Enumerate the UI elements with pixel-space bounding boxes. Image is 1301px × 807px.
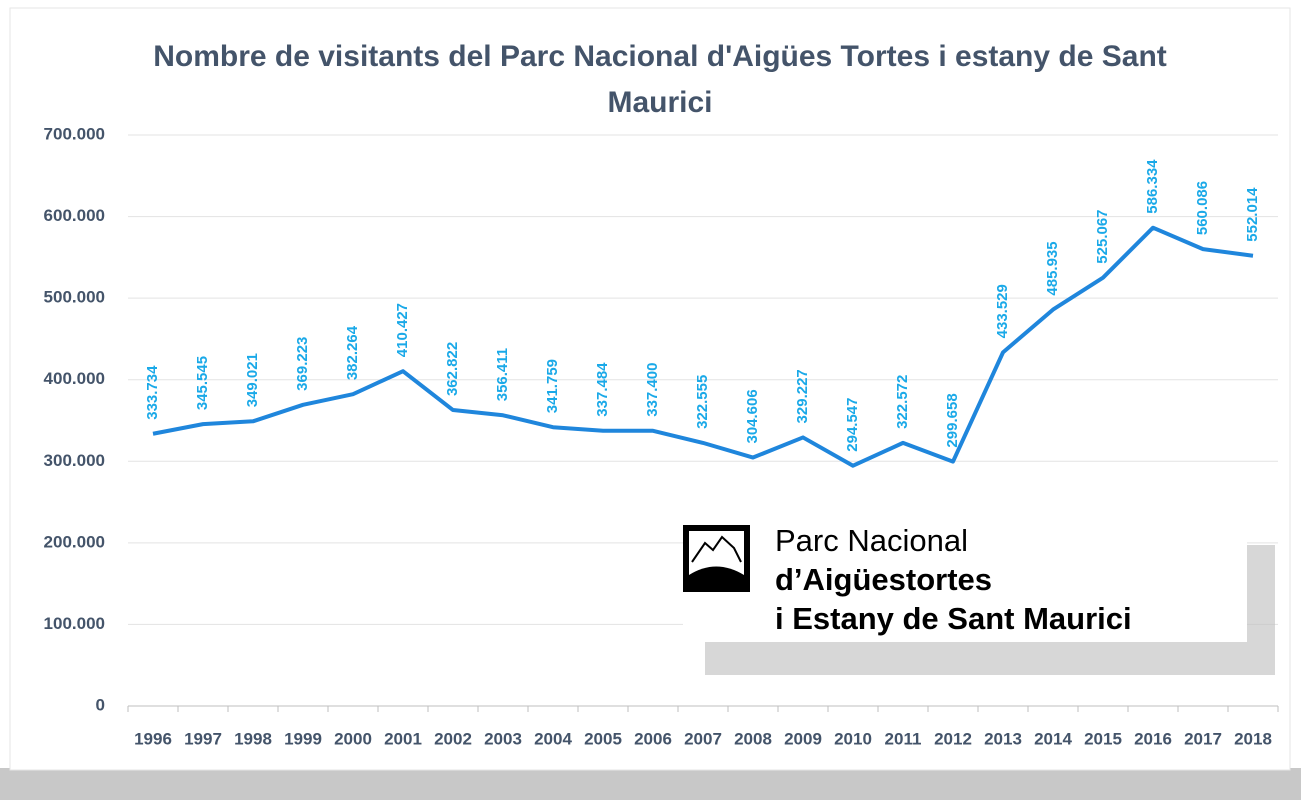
x-tick-label: 2010 [834, 729, 872, 748]
data-label: 433.529 [994, 284, 1011, 338]
frame-shadow [0, 768, 1301, 800]
data-label: 560.086 [1194, 181, 1211, 235]
x-tick-label: 2012 [934, 729, 972, 748]
data-label: 356.411 [494, 348, 511, 401]
data-label: 322.555 [694, 375, 711, 429]
x-tick-label: 2006 [634, 729, 672, 748]
x-tick-label: 2007 [684, 729, 722, 748]
y-tick-label: 700.000 [44, 124, 105, 143]
x-tick-label: 2003 [484, 729, 522, 748]
x-tick-label: 2004 [534, 729, 572, 748]
data-label: 382.264 [344, 325, 361, 380]
x-tick-label: 2014 [1034, 729, 1072, 748]
x-tick-label: 2000 [334, 729, 372, 748]
y-tick-label: 600.000 [44, 206, 105, 225]
logo-box [683, 525, 1247, 642]
logo-text: d’Aigüestortes [775, 562, 992, 597]
x-tick-label: 2002 [434, 729, 472, 748]
data-label: 304.606 [744, 389, 761, 443]
line [152, 225, 1254, 468]
x-tick-label: 1999 [284, 729, 322, 748]
y-tick-label: 200.000 [44, 532, 105, 551]
data-label: 322.572 [894, 375, 911, 429]
x-tick-label: 1996 [134, 729, 172, 748]
y-tick-label: 300.000 [44, 451, 105, 470]
data-label: 586.334 [1144, 159, 1161, 214]
x-tick-label: 1998 [234, 729, 272, 748]
x-tick-label: 2005 [584, 729, 622, 748]
data-label: 329.227 [794, 369, 811, 423]
data-label: 337.400 [644, 363, 661, 417]
x-tick-label: 2009 [784, 729, 822, 748]
data-label: 349.021 [244, 353, 261, 407]
data-label: 369.223 [294, 337, 311, 391]
y-tick-label: 500.000 [44, 288, 105, 307]
x-tick-label: 2017 [1184, 729, 1222, 748]
data-label: 485.935 [1044, 241, 1061, 295]
data-label: 341.759 [544, 359, 561, 413]
y-tick-label: 100.000 [44, 614, 105, 633]
data-label: 552.014 [1244, 187, 1261, 242]
x-tick-label: 2008 [734, 729, 772, 748]
chart-title: Nombre de visitants del Parc Nacional d'… [153, 40, 1167, 119]
data-label: 294.547 [844, 397, 861, 451]
logo-icon [683, 525, 750, 592]
logo-text: Parc Nacional [775, 523, 968, 558]
x-tick-label: 2001 [384, 729, 422, 748]
y-tick-label: 0 [96, 695, 105, 714]
data-label: 337.484 [594, 362, 611, 417]
x-tick-label: 2011 [885, 729, 922, 748]
x-tick-label: 2016 [1134, 729, 1172, 748]
data-label: 362.822 [444, 342, 461, 396]
data-label: 410.427 [394, 303, 411, 357]
data-label: 299.658 [944, 393, 961, 447]
x-tick-label: 2015 [1084, 729, 1122, 748]
data-label: 525.067 [1094, 209, 1111, 263]
x-tick-label: 1997 [184, 729, 222, 748]
data-label: 333.734 [144, 365, 161, 420]
data-label: 345.545 [194, 356, 211, 410]
y-tick-label: 400.000 [44, 369, 105, 388]
x-tick-label: 2013 [984, 729, 1022, 748]
x-tick-label: 2018 [1234, 729, 1272, 748]
logo-text: i Estany de Sant Maurici [775, 601, 1132, 636]
